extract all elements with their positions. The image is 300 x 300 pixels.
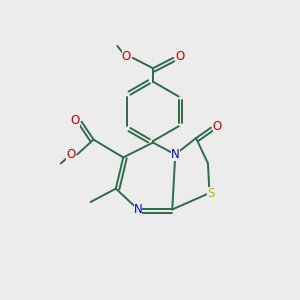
Text: O: O: [70, 114, 80, 127]
Text: O: O: [122, 50, 131, 63]
Text: O: O: [66, 148, 75, 161]
Text: O: O: [175, 50, 184, 63]
Text: O: O: [213, 120, 222, 133]
Text: N: N: [171, 148, 180, 161]
Text: N: N: [134, 203, 142, 216]
Text: S: S: [207, 187, 214, 200]
